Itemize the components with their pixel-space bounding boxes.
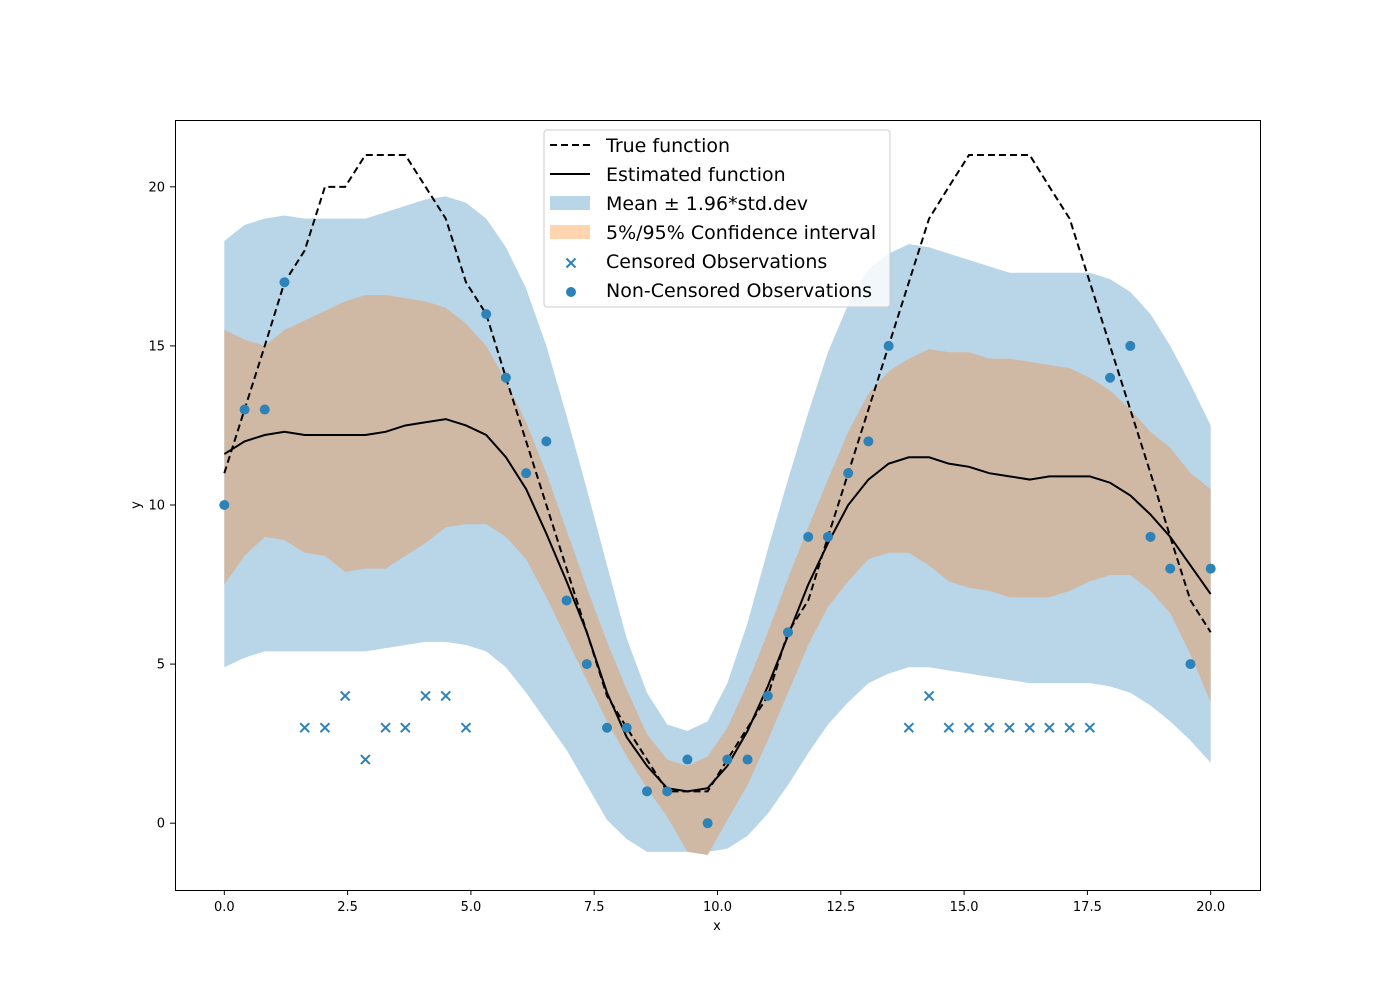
legend-label: Mean ± 1.96*std.dev	[606, 193, 808, 215]
censored-point	[299, 722, 310, 733]
non-censored-point	[822, 531, 833, 542]
censored-point	[319, 722, 331, 733]
marker-layer	[219, 277, 1216, 829]
x-axis-ticks: 0.0 2.5 5.0 7.5 10.0 12.5 15.0 17.5 20.0	[214, 890, 1225, 915]
censored-point	[420, 690, 431, 702]
ci-band-layer	[224, 295, 1211, 855]
censored-point	[923, 690, 935, 702]
censored-point	[380, 722, 391, 733]
non-censored-point	[1105, 372, 1116, 383]
censored-point	[903, 722, 915, 733]
legend-label: Censored Observations	[606, 251, 827, 273]
x-tick-label: 20.0	[1196, 900, 1225, 915]
censored-point	[440, 690, 451, 702]
legend-label: True function	[605, 135, 730, 157]
non-censored-point	[843, 468, 854, 479]
legend-item: True function	[550, 135, 730, 157]
non-censored-point	[742, 754, 753, 765]
censored-point	[460, 722, 472, 733]
censored-point	[963, 722, 975, 733]
censored-point	[1044, 722, 1055, 733]
non-censored-point	[722, 754, 733, 765]
plot-area	[219, 154, 1216, 855]
legend: True function Estimated function Mean ± 1.…	[543, 129, 891, 308]
censored-point	[984, 722, 995, 733]
censored-point	[339, 690, 351, 702]
non-censored-point	[662, 786, 673, 797]
non-censored-point	[762, 690, 773, 701]
legend-item: Estimated function	[550, 164, 786, 186]
legend-item: Censored Observations	[565, 251, 827, 273]
true-function-line	[223, 154, 1212, 793]
non-censored-point	[561, 595, 572, 606]
x-tick-label: 2.5	[337, 900, 358, 915]
legend-ci-swatch	[550, 225, 590, 239]
non-censored-point	[1185, 659, 1196, 670]
non-censored-point	[783, 627, 794, 638]
censored-point	[1004, 722, 1015, 733]
legend-label: Estimated function	[606, 164, 786, 186]
x-axis-label: x	[713, 919, 721, 934]
non-censored-point	[1125, 340, 1136, 351]
x-tick-label: 15.0	[950, 900, 979, 915]
y-axis-label: y	[129, 501, 144, 509]
non-censored-point	[1165, 563, 1176, 574]
non-censored-point	[239, 404, 250, 415]
non-censored-point	[500, 372, 511, 383]
censored-point	[1084, 722, 1096, 733]
y-tick-label: 20	[148, 180, 165, 195]
non-censored-point	[219, 500, 230, 510]
x-tick-label: 7.5	[584, 900, 605, 915]
non-censored-point	[521, 468, 532, 479]
non-censored-point	[863, 436, 874, 447]
x-tick-label: 17.5	[1073, 900, 1102, 915]
legend-label: Non-Censored Observations	[606, 280, 872, 302]
y-tick-label: 10	[148, 499, 165, 514]
x-tick-label: 12.5	[826, 900, 855, 915]
ci-band	[224, 295, 1211, 855]
censored-point	[360, 754, 371, 765]
legend-label: 5%/95% Confidence interval	[606, 222, 876, 244]
legend-circle-marker-swatch	[566, 287, 576, 297]
non-censored-point	[621, 722, 632, 733]
non-censored-point	[803, 531, 814, 542]
line-layer	[223, 154, 1212, 793]
censored-point	[1064, 722, 1075, 733]
non-censored-point	[279, 277, 290, 288]
non-censored-point	[581, 659, 592, 670]
non-censored-point	[259, 404, 270, 415]
non-censored-point	[682, 754, 693, 765]
y-tick-label: 15	[148, 339, 165, 354]
x-tick-label: 0.0	[214, 900, 235, 915]
legend-item: 5%/95% Confidence interval	[550, 222, 876, 244]
estimated-function-line	[223, 418, 1212, 793]
non-censored-point	[702, 818, 713, 829]
legend-item: Non-Censored Observations	[566, 280, 872, 302]
non-censored-point	[602, 722, 613, 733]
censored-point	[943, 722, 955, 733]
censored-point	[1024, 722, 1035, 733]
y-tick-label: 0	[157, 817, 165, 832]
non-censored-point	[481, 309, 492, 320]
x-tick-label: 5.0	[461, 900, 482, 915]
non-censored-point	[883, 340, 894, 351]
legend-std-swatch	[550, 196, 590, 210]
non-censored-point	[541, 436, 552, 447]
y-axis-ticks: 0 5 10 15 20	[148, 180, 175, 832]
censored-point	[400, 722, 411, 733]
non-censored-point	[1145, 531, 1156, 542]
x-tick-label: 10.0	[703, 900, 732, 915]
legend-item: Mean ± 1.96*std.dev	[550, 193, 808, 215]
legend-box	[543, 129, 891, 308]
non-censored-point	[1205, 563, 1216, 574]
y-tick-label: 5	[157, 658, 165, 673]
non-censored-point	[641, 786, 652, 797]
legend-x-marker-swatch	[565, 257, 577, 269]
